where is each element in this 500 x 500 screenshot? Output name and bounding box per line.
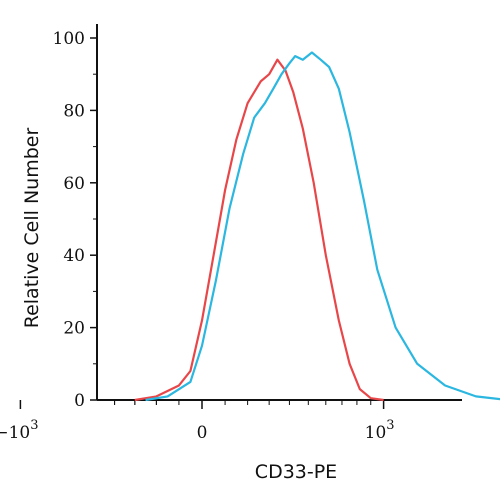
y-tick-label: 60 [63,174,85,194]
x-tick-label: 103 [365,418,395,443]
x-tick-base: 10 [365,423,387,443]
axes [19,24,462,409]
y-tick-label: 100 [53,29,85,49]
x-axis-title: CD33-PE [255,461,337,483]
x-tick-exponent: 3 [386,418,394,433]
y-tick-label: 20 [63,319,85,339]
x-tick-base: −10 [0,423,30,443]
y-tick-label: 40 [63,246,85,266]
x-tick-label: −103 [0,418,38,443]
histogram-series-1 [134,58,384,402]
x-tick-label: 0 [197,423,208,443]
y-tick-label: 0 [74,391,85,411]
series-layer [134,51,500,402]
y-axis-title: Relative Cell Number [21,128,43,329]
y-tick-label: 80 [63,101,85,121]
histogram-series-2 [145,51,500,402]
x-tick-base: 0 [197,423,208,443]
x-tick-exponent: 3 [30,418,38,433]
